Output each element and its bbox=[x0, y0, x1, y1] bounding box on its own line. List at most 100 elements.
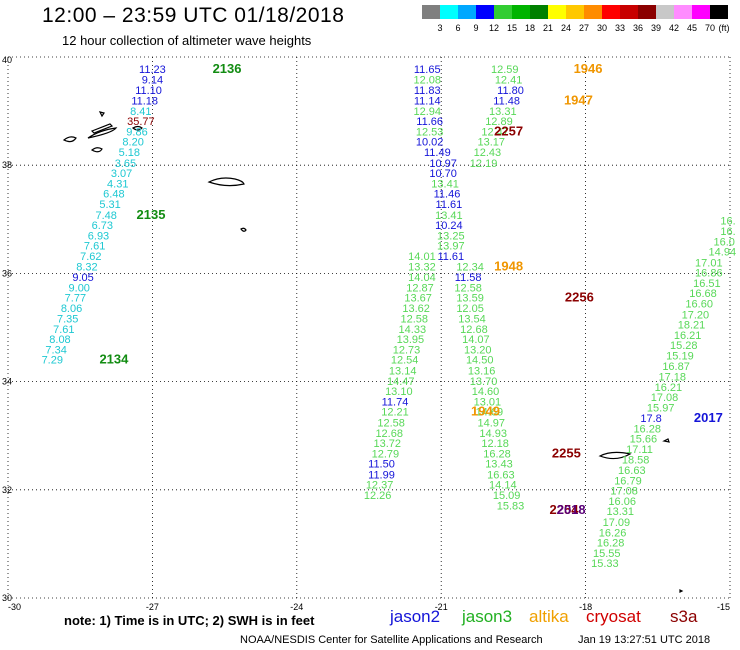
swh-value: 16.28 bbox=[483, 448, 511, 460]
swh-value: 16.21 bbox=[674, 330, 702, 342]
swh-value: 16.87 bbox=[662, 361, 690, 373]
swh-value: 12.73 bbox=[393, 344, 421, 356]
swh-value: 11.83 bbox=[414, 85, 441, 97]
swh-value: 6.73 bbox=[92, 220, 113, 232]
swh-value: 9.05 bbox=[72, 272, 93, 284]
swh-value: 14.97 bbox=[477, 418, 505, 430]
colorbar-tick: 3 bbox=[437, 23, 443, 33]
footer-note: note: 1) Time is in UTC; 2) SWH is in fe… bbox=[64, 613, 315, 628]
swh-value: 13.43 bbox=[485, 459, 513, 471]
swh-value: 12.41 bbox=[495, 75, 523, 87]
colorbar-tick: 27 bbox=[578, 23, 589, 33]
swh-value: 16.86 bbox=[695, 268, 723, 280]
swh-value: 16.21 bbox=[655, 382, 683, 394]
colorbar-tick: 24 bbox=[560, 23, 571, 33]
pass-time-label: 1949 bbox=[471, 404, 500, 419]
pass-time-label: 1947 bbox=[564, 93, 593, 108]
swh-value: 11.46 bbox=[434, 189, 461, 201]
colorbar-tick: 15 bbox=[506, 23, 517, 33]
swh-value: 16.79 bbox=[614, 475, 642, 487]
swh-value: 12.94 bbox=[413, 106, 441, 118]
swh-value: 13.20 bbox=[464, 344, 492, 356]
sao-jorge-island bbox=[90, 123, 114, 134]
swh-value: 10.97 bbox=[429, 158, 457, 170]
swh-value: 11.58 bbox=[455, 272, 482, 284]
swh-value: 13.10 bbox=[385, 386, 413, 398]
swh-value: 13.16 bbox=[468, 366, 496, 378]
swh-value: 13.41 bbox=[435, 210, 463, 222]
lon-tick-label: -24 bbox=[290, 602, 303, 612]
swh-value: 16.51 bbox=[693, 278, 721, 290]
swh-value: 8.20 bbox=[122, 137, 143, 149]
swh-value: 12.19 bbox=[470, 158, 498, 170]
swh-value: 16. bbox=[720, 216, 735, 228]
swh-value: 11.10 bbox=[135, 85, 162, 97]
swh-value: 18.21 bbox=[678, 320, 706, 332]
swh-value: 16.0 bbox=[714, 236, 735, 248]
colorbar-swatch bbox=[458, 5, 476, 19]
legend-item-jason2: jason2 bbox=[390, 607, 441, 626]
swh-value: 12.58 bbox=[400, 314, 428, 326]
pass-time-label: 2018 bbox=[557, 502, 586, 517]
graciosa-island bbox=[131, 125, 143, 131]
swh-value: 13.01 bbox=[474, 396, 502, 408]
swh-value: 16.26 bbox=[599, 527, 627, 539]
lat-tick-label: 32 bbox=[2, 485, 12, 495]
pass-time-label: 2256 bbox=[565, 290, 594, 305]
swh-value: 9.00 bbox=[69, 282, 90, 294]
swh-value: 16.68 bbox=[689, 288, 717, 300]
lon-tick-label: -21 bbox=[435, 602, 448, 612]
swh-value: 15.55 bbox=[593, 548, 621, 560]
swh-value: 14.07 bbox=[462, 334, 490, 346]
swh-value: 7.61 bbox=[53, 324, 74, 336]
swh-value: 13.72 bbox=[374, 438, 402, 450]
swh-value: 15.09 bbox=[493, 490, 521, 502]
canary-islet bbox=[679, 589, 684, 593]
swh-value: 15.83 bbox=[497, 500, 525, 512]
swh-value: 9.86 bbox=[126, 126, 147, 138]
colorbar-tick: 6 bbox=[455, 23, 461, 33]
swh-value: 13.31 bbox=[606, 506, 634, 518]
swh-value: 12.05 bbox=[456, 303, 484, 315]
swh-value: 12.59 bbox=[491, 64, 519, 76]
swh-value: 17.01 bbox=[695, 257, 723, 269]
swh-value: 7.35 bbox=[57, 314, 78, 326]
axis-labels: -30 -27 -24 -21 -18 -15 40 38 36 34 32 30 bbox=[2, 55, 730, 612]
footer-timestamp: Jan 19 13:27:51 UTC 2018 bbox=[578, 634, 711, 646]
swh-value: 18.58 bbox=[622, 454, 650, 466]
swh-value: 11.23 bbox=[139, 64, 166, 76]
swh-value: 7.29 bbox=[42, 355, 63, 367]
swh-value: 15.33 bbox=[591, 558, 619, 570]
colorbar-swatch bbox=[476, 5, 494, 19]
swh-value: 12.34 bbox=[456, 262, 484, 274]
colorbar-swatch bbox=[530, 5, 548, 19]
swh-value: 12.68 bbox=[460, 324, 488, 336]
swh-value: 11.48 bbox=[493, 96, 520, 108]
colorbar-swatch bbox=[422, 5, 440, 19]
swh-value: 12.58 bbox=[377, 418, 405, 430]
swh-value: 13.41 bbox=[431, 178, 459, 190]
pico-island bbox=[87, 127, 118, 139]
lon-tick-label: -15 bbox=[717, 602, 730, 612]
colorbar-swatch bbox=[494, 5, 512, 19]
colorbar-swatch bbox=[584, 5, 602, 19]
pass-time-label: 2136 bbox=[213, 61, 242, 76]
lon-tick-label: -30 bbox=[8, 602, 21, 612]
swh-observations: 11.239.1411.1011.188.4135.779.868.205.18… bbox=[42, 64, 736, 570]
legend-item-cryosat: cryosat bbox=[586, 607, 641, 626]
swh-value: 13.95 bbox=[397, 334, 425, 346]
santa-maria-island bbox=[240, 227, 247, 232]
colorbar-tick: 18 bbox=[524, 23, 535, 33]
swh-value: 17.11 bbox=[626, 444, 653, 456]
swh-value: 13.17 bbox=[477, 137, 505, 149]
swh-value: 11.61 bbox=[436, 199, 463, 211]
swh-value: 4.31 bbox=[107, 178, 128, 190]
swh-value: 13.67 bbox=[404, 293, 432, 305]
swh-value: 16.28 bbox=[633, 423, 661, 435]
lon-tick-label: -18 bbox=[579, 602, 592, 612]
colorbar-swatch bbox=[440, 5, 458, 19]
legend-item-altika: altika bbox=[529, 607, 569, 626]
madeira-island bbox=[598, 451, 632, 460]
swh-value: 12.68 bbox=[375, 428, 403, 440]
porto-santo-island bbox=[662, 438, 670, 443]
